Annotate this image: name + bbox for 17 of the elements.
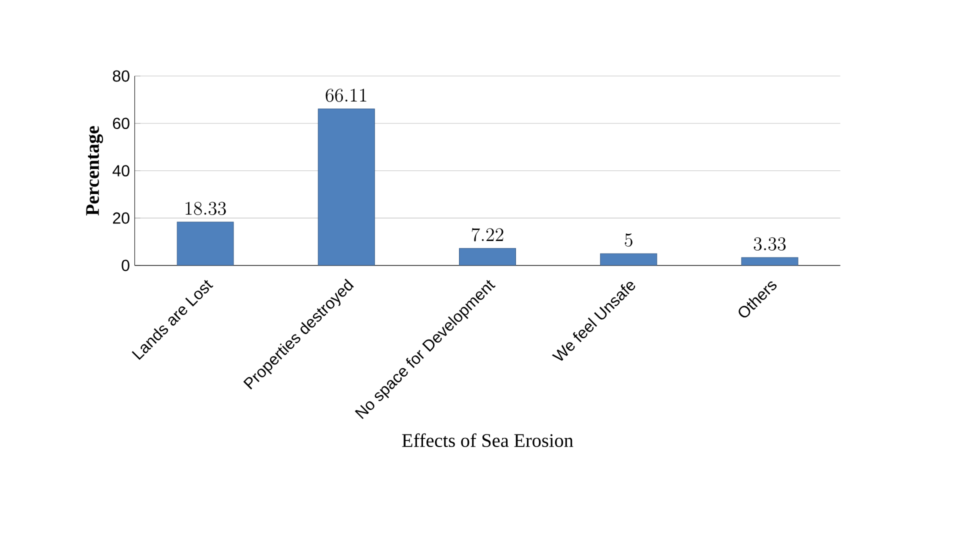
data-label: 5 xyxy=(624,234,632,247)
x-axis-title: Effects of Sea Erosion xyxy=(402,433,574,448)
y-tick-label: 20 xyxy=(112,212,130,224)
bar xyxy=(741,257,798,266)
data-label: 3.33 xyxy=(754,237,786,251)
y-tick-label: 60 xyxy=(113,118,130,130)
data-label: 66. 11 xyxy=(326,88,366,102)
data-label: 18.33 xyxy=(186,202,226,216)
y-tick-label: 40 xyxy=(112,165,130,176)
bar xyxy=(600,253,658,266)
bar xyxy=(176,222,234,266)
y-tick-label: 0 xyxy=(122,260,130,272)
bar xyxy=(459,248,516,266)
y-tick-label: 80 xyxy=(112,70,130,82)
y-axis-title: Percentage xyxy=(86,126,104,216)
data-label: 7.22 xyxy=(472,228,504,242)
bar xyxy=(318,108,375,266)
